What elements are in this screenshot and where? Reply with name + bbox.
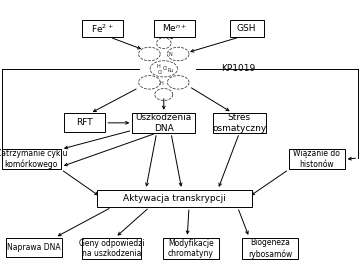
Text: Fe$^{2+}$: Fe$^{2+}$ <box>91 22 114 35</box>
Text: Zatrzymanie cyklu
komórkowego: Zatrzymanie cyklu komórkowego <box>0 149 67 170</box>
FancyBboxPatch shape <box>163 238 219 259</box>
Text: Biogeneza
rybosamów: Biogeneza rybosamów <box>248 238 292 259</box>
Text: GSH: GSH <box>237 24 256 33</box>
Text: H: H <box>159 81 163 86</box>
FancyBboxPatch shape <box>1 149 61 170</box>
Text: KP1019: KP1019 <box>221 64 256 73</box>
FancyBboxPatch shape <box>82 19 123 37</box>
FancyBboxPatch shape <box>289 149 345 170</box>
Text: N: N <box>168 52 172 56</box>
Text: Aktywacja transkrypcji: Aktywacja transkrypcji <box>123 194 226 203</box>
Text: Ru: Ru <box>168 68 174 73</box>
FancyBboxPatch shape <box>97 190 252 207</box>
FancyBboxPatch shape <box>64 113 105 132</box>
Text: H: H <box>157 64 160 69</box>
Text: Naprawa DNA: Naprawa DNA <box>8 242 61 252</box>
Text: Me$^{n+}$: Me$^{n+}$ <box>162 22 187 34</box>
Text: Cl: Cl <box>158 70 163 75</box>
Text: Stres
osmatyczny: Stres osmatyczny <box>212 113 266 133</box>
Text: RFT: RFT <box>76 118 93 127</box>
FancyBboxPatch shape <box>154 19 195 37</box>
Text: Geny odpowiedzi
na uszkodzenia: Geny odpowiedzi na uszkodzenia <box>79 238 144 258</box>
Text: Uszkodzenia
DNA: Uszkodzenia DNA <box>136 113 192 133</box>
Text: Modyfikacje
chromatyny: Modyfikacje chromatyny <box>168 238 214 258</box>
FancyBboxPatch shape <box>242 238 298 259</box>
FancyBboxPatch shape <box>6 238 62 256</box>
Text: Wiązanie do
histonów: Wiązanie do histonów <box>293 149 340 169</box>
FancyBboxPatch shape <box>82 238 141 259</box>
FancyBboxPatch shape <box>230 19 264 37</box>
FancyBboxPatch shape <box>132 113 195 133</box>
Text: Cl: Cl <box>163 66 168 70</box>
FancyBboxPatch shape <box>213 113 266 133</box>
